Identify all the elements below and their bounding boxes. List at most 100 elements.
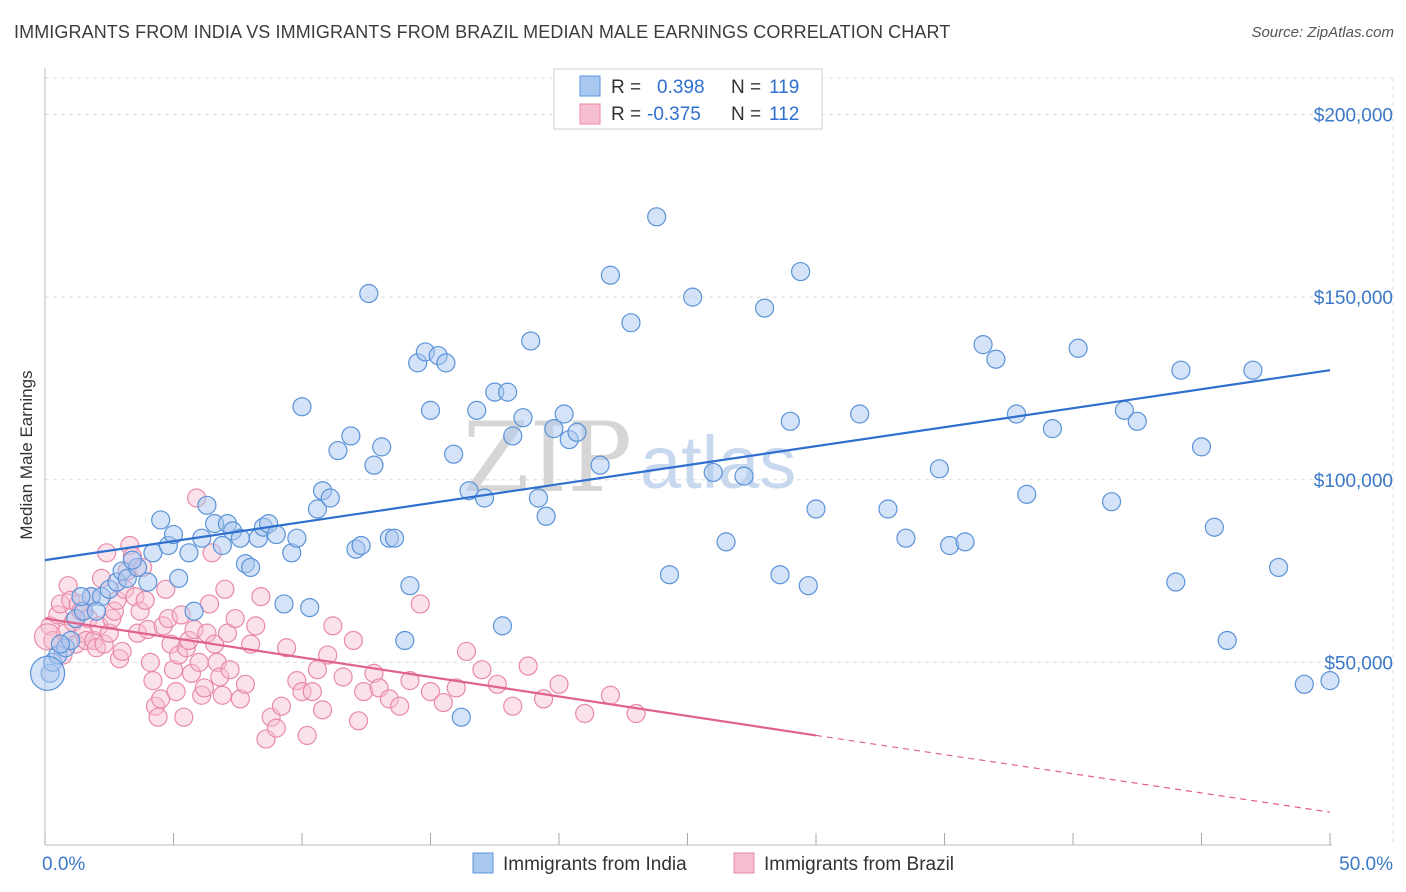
india-point	[241, 557, 261, 578]
brazil-point	[575, 703, 595, 724]
brazil-point	[84, 630, 104, 651]
india-point	[528, 488, 549, 508]
brazil-point	[220, 660, 240, 680]
india-point	[444, 444, 464, 464]
india-point	[955, 532, 975, 552]
india-point	[420, 400, 441, 420]
india-point	[400, 576, 420, 596]
india-point	[459, 481, 479, 501]
brazil-point	[192, 685, 212, 705]
brazil-point	[212, 685, 232, 705]
brazil-point	[140, 652, 160, 672]
brazil-point	[420, 681, 441, 702]
india-point	[266, 524, 286, 545]
brazil-point	[58, 576, 78, 596]
india-point	[1101, 492, 1122, 512]
brazil-point	[246, 616, 266, 636]
india-point	[292, 397, 312, 417]
india-point	[1191, 437, 1212, 457]
brazil-point	[176, 638, 196, 658]
brazil-point	[379, 689, 399, 709]
india-point	[179, 543, 199, 563]
india-point	[287, 528, 307, 548]
series-legend-india-swatch	[472, 852, 494, 874]
brazil-point	[276, 638, 297, 658]
india-point	[659, 565, 680, 585]
india-point	[474, 488, 495, 508]
brazil-point	[174, 707, 194, 727]
india-point	[1017, 484, 1037, 504]
india-point	[300, 597, 320, 618]
india-point-cluster	[29, 655, 66, 691]
brazil-point	[215, 579, 235, 599]
india-point	[554, 404, 574, 424]
brazil-point	[210, 667, 230, 687]
brazil-point	[410, 594, 430, 614]
brazil-point	[266, 718, 286, 738]
india-point	[600, 265, 621, 285]
brazil-point	[166, 681, 186, 702]
brazil-point	[318, 645, 338, 665]
india-point	[1268, 557, 1289, 578]
india-point	[1068, 338, 1088, 358]
india-point	[973, 335, 993, 355]
brazil-point	[312, 700, 333, 720]
india-point	[1320, 671, 1340, 691]
brazil-point	[130, 601, 150, 621]
india-point	[798, 576, 818, 596]
brazil-point	[333, 667, 353, 687]
india-point	[513, 408, 533, 428]
india-point	[850, 404, 870, 424]
india-point	[212, 535, 232, 556]
india-point	[986, 349, 1006, 369]
brazil-point	[189, 652, 209, 672]
india-point	[328, 440, 348, 461]
india-point	[806, 499, 826, 519]
india-point	[86, 601, 107, 621]
brazil-point	[343, 630, 363, 651]
brazil-point	[472, 660, 492, 680]
brazil-point	[292, 681, 312, 702]
india-point	[1294, 674, 1314, 694]
legend-india-swatch	[579, 75, 601, 97]
india-point	[790, 261, 811, 282]
legend-brazil-n-label: N =	[731, 104, 761, 125]
brazil-trend-line	[44, 617, 817, 737]
india-point	[1204, 517, 1224, 537]
trend-lines	[44, 369, 1331, 813]
india-point	[498, 382, 518, 402]
brazil-point	[230, 689, 250, 709]
india-points	[29, 207, 1340, 727]
legend-india-n-value: 119	[769, 77, 799, 98]
brazil-point	[225, 608, 245, 629]
y-axis-label: Median Male Earnings	[17, 370, 36, 539]
brazil-point	[135, 590, 155, 610]
brazil-point	[109, 649, 130, 669]
india-point	[151, 510, 171, 530]
brazil-point	[400, 671, 420, 691]
brazil-trend-line-extrapolated	[815, 734, 1331, 813]
brazil-point	[503, 696, 523, 716]
legend-brazil-r-label: R =	[611, 104, 641, 125]
brazil-point	[158, 608, 178, 629]
watermark-atlas: atlas	[640, 421, 796, 504]
india-point	[1217, 630, 1237, 651]
india-point	[503, 426, 523, 446]
brazil-points	[33, 488, 646, 749]
x-tick-labels: 0.0% 50.0%	[42, 854, 1393, 875]
brazil-point	[125, 587, 145, 607]
india-point	[647, 207, 667, 227]
brazil-point	[323, 616, 343, 636]
india-point	[683, 287, 703, 307]
brazil-point	[94, 634, 114, 654]
correlation-legend: R = 0.398 N = 119 R = -0.375 N = 112	[553, 68, 823, 130]
brazil-point	[354, 681, 374, 702]
y-tick-label: $50,000	[1324, 653, 1393, 674]
india-point	[878, 499, 898, 519]
india-point	[780, 411, 800, 431]
india-point	[169, 568, 189, 588]
x-tick-label-min: 0.0%	[42, 854, 85, 875]
y-tick-label: $200,000	[1314, 106, 1393, 127]
legend-brazil-swatch	[579, 103, 601, 125]
india-point	[307, 499, 328, 519]
